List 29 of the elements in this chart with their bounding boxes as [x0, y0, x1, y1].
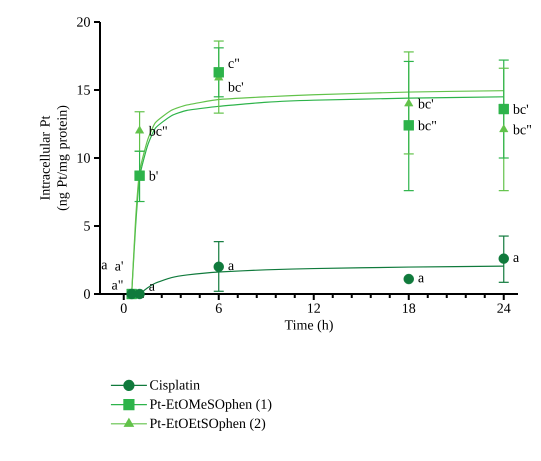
y-tick-label: 15 — [78, 85, 90, 95]
legend-label: Pt-EtOEtSOphen (2) — [150, 418, 266, 431]
annotation: bc' — [228, 82, 244, 92]
annotation: a — [102, 262, 108, 270]
annotation: bc' — [418, 98, 434, 109]
y-axis-title: Intracellular Pt (ng Pt/mg protein) — [40, 106, 70, 210]
x-tick-label: 18 — [402, 304, 416, 313]
x-tick-label: 12 — [308, 304, 320, 313]
x-tick-label: 24 — [497, 304, 511, 313]
annotation: a" — [112, 280, 123, 290]
y-tick-label: 5 — [84, 221, 90, 231]
annotation: c" — [228, 58, 240, 68]
annotation: a' — [115, 261, 123, 271]
annotation: a — [149, 284, 155, 291]
annotation: a — [513, 255, 519, 262]
y-tick-label: 0 — [84, 289, 90, 299]
annotation: bc" — [512, 124, 532, 134]
y-tick-label: 20 — [77, 17, 90, 27]
annotation: a — [228, 263, 234, 270]
annotation: b' — [148, 170, 158, 181]
x-tick-label: 6 — [216, 304, 222, 313]
x-tick-label: 0 — [120, 304, 127, 313]
annotation: bc" — [418, 120, 436, 130]
annotation: bc' — [512, 104, 528, 114]
annotation: a — [418, 276, 424, 282]
x-axis-title: Time (h) — [284, 320, 333, 333]
legend-label: Pt-EtOMeSOphen (1) — [150, 399, 272, 412]
legend-label: Cisplatin — [150, 380, 200, 392]
y-tick-label: 10 — [78, 153, 90, 163]
